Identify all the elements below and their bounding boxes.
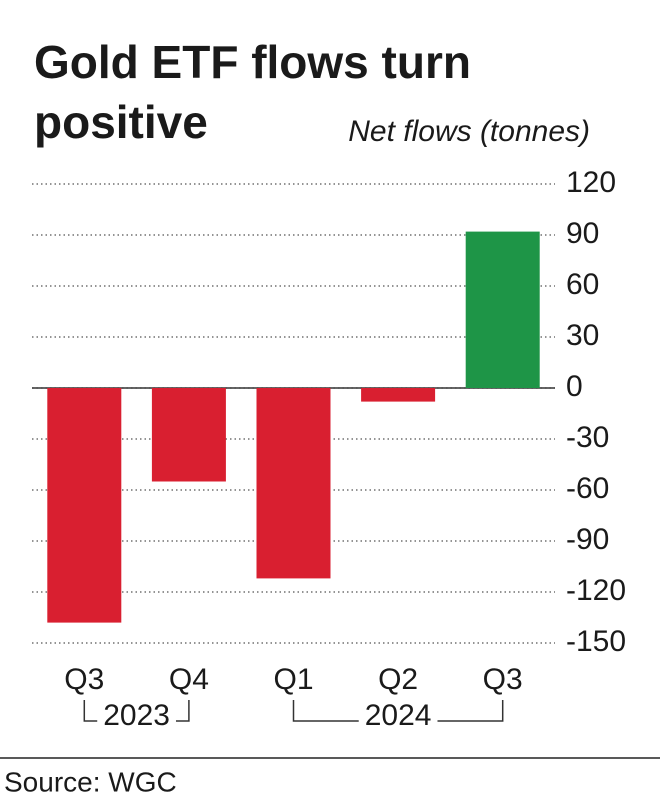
x-tick-label: Q3 bbox=[483, 663, 523, 696]
y-tick-label: 0 bbox=[566, 370, 583, 403]
bar bbox=[465, 231, 540, 388]
y-tick-label: 30 bbox=[566, 319, 599, 352]
y-tick-label: -90 bbox=[566, 523, 609, 556]
bar bbox=[256, 388, 331, 579]
group-bracket bbox=[437, 700, 504, 722]
group-bracket bbox=[292, 700, 359, 722]
bar bbox=[47, 388, 122, 623]
group-bracket bbox=[83, 700, 98, 722]
x-tick-label: Q3 bbox=[64, 663, 104, 696]
x-tick-label: Q2 bbox=[378, 663, 418, 696]
bar bbox=[361, 388, 436, 402]
bar bbox=[151, 388, 226, 482]
group-bracket bbox=[175, 700, 190, 722]
group-label: 2024 bbox=[365, 699, 432, 732]
y-tick-label: -150 bbox=[566, 625, 626, 658]
source: Source: WGC bbox=[4, 766, 177, 797]
y-tick-label: 90 bbox=[566, 217, 599, 250]
y-tick-label: -60 bbox=[566, 472, 609, 505]
y-tick-label: 60 bbox=[566, 268, 599, 301]
y-tick-label: -30 bbox=[566, 421, 609, 454]
y-tick-label: -120 bbox=[566, 574, 626, 607]
x-tick-label: Q4 bbox=[169, 663, 209, 696]
group-label: 2023 bbox=[103, 699, 170, 732]
x-tick-label: Q1 bbox=[273, 663, 313, 696]
y-axis-title: Net flows (tonnes) bbox=[348, 115, 590, 148]
chart-title: Gold ETF flows turn positive bbox=[34, 36, 471, 148]
y-tick-label: 120 bbox=[566, 166, 616, 199]
